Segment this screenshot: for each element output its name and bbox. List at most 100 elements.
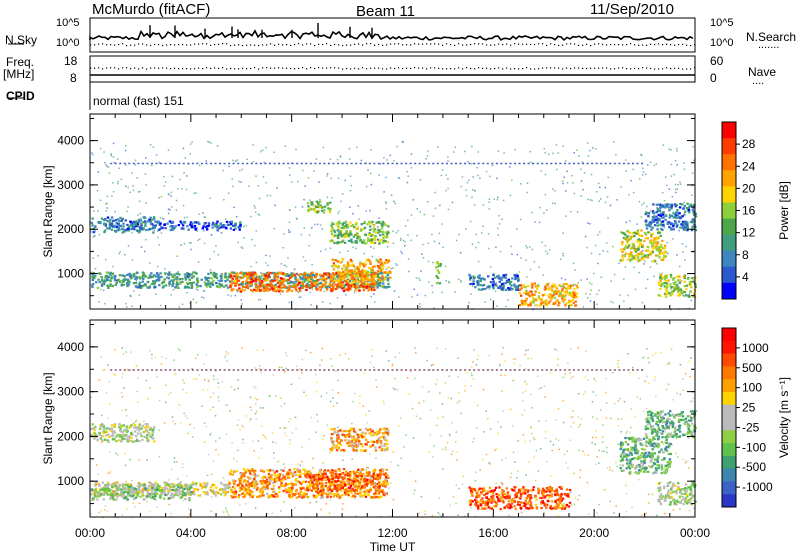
scatter-point — [361, 281, 364, 284]
scatter-point — [571, 304, 573, 307]
scatter-point — [652, 203, 655, 206]
range-line-point — [178, 162, 181, 165]
scatter-point — [678, 217, 682, 220]
nave-dot — [510, 68, 512, 70]
scatter-point — [316, 211, 319, 214]
scatter-point — [302, 273, 305, 277]
scatter-point — [256, 287, 260, 290]
range-line-point — [641, 162, 644, 165]
scatter-point — [557, 294, 561, 298]
scatter-point — [125, 164, 127, 166]
scatter-point — [653, 224, 657, 227]
scatter-point — [476, 427, 478, 429]
scatter-point — [100, 284, 104, 287]
scatter-point — [640, 229, 643, 232]
scatter-point — [482, 388, 485, 391]
nave-dot — [438, 67, 440, 70]
scatter-point — [228, 221, 232, 224]
scatter-point — [112, 225, 115, 228]
scatter-point — [329, 207, 332, 211]
scatter-point — [128, 280, 131, 283]
scatter-point — [209, 269, 212, 271]
scatter-point — [307, 279, 310, 282]
scatter-point — [375, 457, 377, 459]
scatter-point — [203, 422, 206, 424]
scatter-point — [281, 281, 284, 284]
scatter-point — [276, 279, 279, 282]
scatter-point — [288, 420, 290, 423]
scatter-point — [314, 210, 318, 213]
scatter-point — [171, 206, 173, 208]
scatter-point — [519, 284, 523, 287]
nsearch-dot — [582, 44, 584, 46]
scatter-point — [424, 510, 426, 512]
nsearch-dot — [446, 43, 448, 45]
scatter-point — [691, 225, 694, 229]
scatter-point — [538, 420, 540, 422]
nsearch-dot — [138, 43, 140, 45]
scatter-point — [447, 178, 449, 180]
scatter-point — [589, 199, 592, 201]
scatter-point — [189, 302, 191, 305]
scatter-point — [206, 474, 209, 477]
scatter-point — [606, 250, 609, 253]
nsearch-dot — [626, 44, 628, 46]
colorbar-tick-label: 28 — [742, 137, 756, 151]
scatter-point — [612, 371, 614, 374]
scatter-point — [339, 232, 342, 235]
scatter-point — [226, 511, 229, 514]
scatter-point — [534, 221, 536, 223]
scatter-point — [113, 161, 115, 164]
scatter-point — [368, 220, 371, 224]
scatter-point — [241, 276, 244, 279]
nave-dot — [558, 67, 560, 69]
scatter-point — [125, 185, 127, 187]
scatter-point — [229, 285, 232, 288]
scatter-point — [293, 283, 296, 286]
scatter-point — [225, 277, 229, 280]
scatter-point — [133, 290, 135, 292]
scatter-point — [476, 166, 478, 169]
scatter-point — [209, 433, 211, 436]
scatter-point — [365, 210, 368, 212]
scatter-point — [245, 415, 247, 417]
scatter-point — [250, 418, 252, 420]
scatter-point — [129, 294, 132, 297]
scatter-point — [137, 220, 141, 223]
scatter-point — [160, 275, 163, 279]
scatter-point — [554, 348, 556, 351]
scatter-point — [149, 262, 151, 264]
scatter-point — [254, 367, 257, 369]
scatter-point — [589, 149, 591, 152]
scatter-point — [348, 358, 350, 360]
scatter-point — [209, 197, 211, 200]
scatter-point — [513, 362, 515, 364]
scatter-point — [627, 294, 629, 297]
scatter-point — [654, 246, 657, 249]
nsearch-dot — [506, 43, 508, 45]
nave-dot — [414, 67, 416, 69]
scatter-point — [138, 283, 141, 286]
scatter-point — [437, 146, 439, 148]
scatter-point — [215, 285, 219, 288]
scatter-point — [95, 464, 98, 466]
scatter-point — [651, 244, 655, 247]
scatter-point — [415, 277, 418, 279]
range-line-point — [436, 162, 439, 165]
scatter-point — [649, 251, 653, 254]
scatter-point — [337, 392, 340, 394]
scatter-point — [431, 291, 434, 294]
scatter-point — [178, 273, 181, 276]
nsearch-dot — [406, 44, 408, 46]
scatter-point — [343, 285, 346, 289]
scatter-point — [299, 296, 302, 298]
scatter-point — [679, 393, 682, 396]
nave-dot — [398, 67, 400, 69]
scatter-point — [111, 195, 113, 197]
scatter-point — [517, 470, 519, 473]
scatter-point — [203, 281, 206, 284]
scatter-point — [230, 284, 233, 287]
scatter-point — [254, 277, 257, 280]
scatter-point — [674, 188, 677, 191]
scatter-point — [491, 283, 495, 286]
